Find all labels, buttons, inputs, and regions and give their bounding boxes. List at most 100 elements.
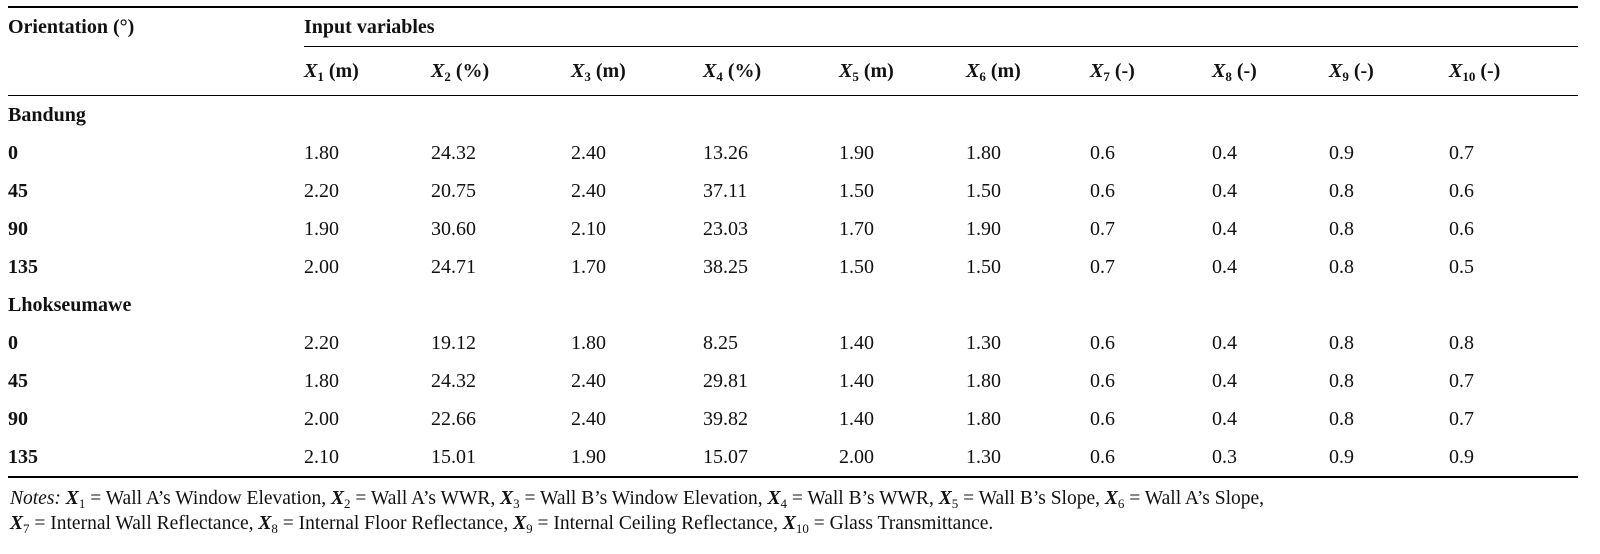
orientation-cell: 135 bbox=[8, 445, 38, 468]
column-header-x2: X2 (%) bbox=[431, 47, 571, 95]
note-variable-symbol: X bbox=[10, 513, 24, 534]
note-item: X1 = Wall A’s Window Elevation bbox=[61, 488, 322, 510]
value-cell: 1.80 bbox=[304, 141, 339, 164]
column-header-x5: X5 (m) bbox=[839, 47, 966, 95]
value-cell: 15.07 bbox=[703, 445, 748, 468]
group-row: Lhokseumawe bbox=[8, 286, 1578, 324]
column-unit: (-) bbox=[1231, 59, 1257, 82]
value-cell: 0.3 bbox=[1212, 445, 1237, 468]
variable-subscript: 2 bbox=[444, 68, 451, 84]
note-variable-symbol: X bbox=[1104, 488, 1118, 509]
table-row: 135 2.00 24.71 1.70 38.25 1.50 1.50 0.7 0.4 0.8 0.… bbox=[8, 248, 1578, 286]
value-cell: 0.8 bbox=[1329, 217, 1354, 240]
value-cell: 1.50 bbox=[966, 179, 1001, 202]
value-cell: 2.40 bbox=[571, 141, 606, 164]
note-item: , X2 = Wall A’s WWR bbox=[321, 488, 491, 511]
note-definition: = Wall A’s WWR bbox=[350, 488, 491, 509]
value-cell: 1.70 bbox=[571, 255, 606, 278]
table-top-rule bbox=[8, 6, 1578, 8]
variable-symbol: X bbox=[1090, 59, 1104, 82]
value-cell: 2.00 bbox=[304, 407, 339, 430]
value-cell: 0.8 bbox=[1329, 369, 1354, 392]
variable-symbol: X bbox=[571, 59, 585, 82]
input-variables-header: Input variables bbox=[304, 15, 435, 38]
table-row: 0 2.20 19.12 1.80 8.25 1.40 1.30 0.6 0.4 0.8 0.8 bbox=[8, 324, 1578, 362]
value-cell: 2.10 bbox=[571, 217, 606, 240]
value-cell: 0.4 bbox=[1212, 141, 1237, 164]
variable-subscript: 10 bbox=[1462, 68, 1476, 84]
value-cell: 0.4 bbox=[1212, 255, 1237, 278]
value-cell: 1.70 bbox=[839, 217, 874, 240]
note-variable-subscript: 9 bbox=[526, 521, 533, 536]
value-cell: 1.90 bbox=[966, 217, 1001, 240]
column-header-x4: X4 (%) bbox=[703, 47, 839, 95]
variable-subscript: 8 bbox=[1225, 68, 1232, 84]
value-cell: 1.30 bbox=[966, 445, 1001, 468]
variable-subscript: 7 bbox=[1103, 68, 1110, 84]
note-variable-symbol: X bbox=[331, 488, 345, 509]
value-cell: 2.10 bbox=[304, 445, 339, 468]
note-variable-subscript: 10 bbox=[795, 521, 809, 536]
variable-subscript: 4 bbox=[716, 68, 723, 84]
note-variable-subscript: 4 bbox=[780, 496, 787, 511]
value-cell: 2.40 bbox=[571, 369, 606, 392]
value-cell: 0.6 bbox=[1090, 445, 1115, 468]
table-row: 135 2.10 15.01 1.90 15.07 2.00 1.30 0.6 0.3 0.9 0.… bbox=[8, 438, 1578, 476]
note-item: , X6 = Wall A’s Slope bbox=[1095, 488, 1260, 511]
note-item: , X3 = Wall B’s Window Elevation bbox=[490, 488, 758, 511]
column-unit: (%) bbox=[722, 59, 762, 82]
note-variable-subscript: 7 bbox=[23, 521, 30, 536]
input-variables-table: Orientation (°) Input variables X1 (m) X2… bbox=[8, 8, 1579, 476]
note-variable-subscript: 8 bbox=[271, 521, 278, 536]
variable-subscript: 1 bbox=[317, 68, 324, 84]
note-variable-symbol: X bbox=[513, 513, 527, 534]
value-cell: 0.6 bbox=[1449, 217, 1474, 240]
column-header-x10: X10 (-) bbox=[1449, 47, 1578, 95]
orientation-cell: 0 bbox=[8, 331, 18, 354]
note-definition: = Wall A’s Slope bbox=[1124, 488, 1260, 509]
note-item: X7 = Internal Wall Reflectance bbox=[10, 513, 249, 536]
value-cell: 2.40 bbox=[571, 179, 606, 202]
value-cell: 1.40 bbox=[839, 407, 874, 430]
table-row: 45 2.20 20.75 2.40 37.11 1.50 1.50 0.6 0.4 0.8 0.6 bbox=[8, 172, 1578, 210]
variable-subscript: 6 bbox=[979, 68, 986, 84]
variable-symbol: X bbox=[1212, 59, 1226, 82]
note-definition: = Internal Floor Reflectance bbox=[277, 513, 504, 534]
note-variable-subscript: 6 bbox=[1117, 496, 1125, 511]
column-header-x6: X6 (m) bbox=[966, 47, 1090, 95]
value-cell: 1.40 bbox=[839, 331, 874, 354]
value-cell: 2.00 bbox=[839, 445, 874, 468]
note-item: , X5 = Wall B’s Slope bbox=[928, 488, 1096, 511]
note-item: , X9 = Internal Ceiling Reflectance bbox=[503, 513, 774, 536]
value-cell: 38.25 bbox=[703, 255, 748, 278]
value-cell: 15.01 bbox=[431, 445, 476, 468]
notes-label: Notes: bbox=[10, 488, 61, 509]
value-cell: 1.40 bbox=[839, 369, 874, 392]
group-row: Bandung bbox=[8, 96, 1578, 134]
note-variable-symbol: X bbox=[938, 488, 952, 509]
table-row: 90 2.00 22.66 2.40 39.82 1.40 1.80 0.6 0.4 0.8 0.7 bbox=[8, 400, 1578, 438]
value-cell: 20.75 bbox=[431, 179, 476, 202]
value-cell: 0.9 bbox=[1449, 445, 1474, 468]
value-cell: 13.26 bbox=[703, 141, 748, 164]
value-cell: 1.50 bbox=[839, 179, 874, 202]
note-variable-symbol: X bbox=[782, 513, 796, 534]
value-cell: 0.8 bbox=[1329, 179, 1354, 202]
value-cell: 2.00 bbox=[304, 255, 339, 278]
value-cell: 0.4 bbox=[1212, 217, 1237, 240]
value-cell: 19.12 bbox=[431, 331, 476, 354]
variable-subscript: 9 bbox=[1342, 68, 1349, 84]
note-definition: = Wall B’s WWR bbox=[786, 488, 929, 509]
value-cell: 0.9 bbox=[1329, 445, 1354, 468]
value-cell: 1.80 bbox=[304, 369, 339, 392]
note-definition: = Wall A’s Window Elevation bbox=[85, 488, 322, 509]
value-cell: 1.50 bbox=[839, 255, 874, 278]
value-cell: 0.6 bbox=[1090, 407, 1115, 430]
value-cell: 1.90 bbox=[839, 141, 874, 164]
value-cell: 0.4 bbox=[1212, 179, 1237, 202]
value-cell: 1.80 bbox=[966, 369, 1001, 392]
value-cell: 0.4 bbox=[1212, 369, 1237, 392]
note-variable-subscript: 3 bbox=[513, 496, 520, 511]
value-cell: 0.4 bbox=[1212, 331, 1237, 354]
variable-symbol: X bbox=[304, 59, 318, 82]
